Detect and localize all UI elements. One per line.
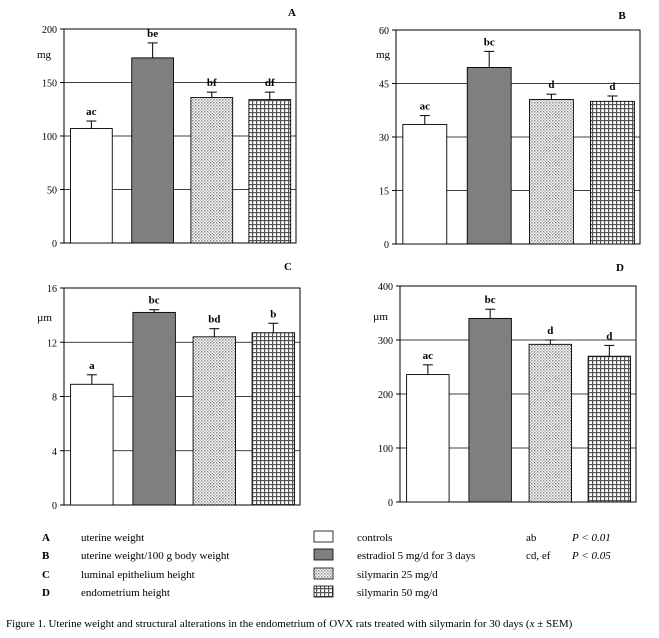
bar-label-a-1: be [147,28,158,40]
bar-d-3 [587,355,632,503]
caption-x: x [529,618,535,630]
bar-label-c-2: bd [208,314,220,326]
bar-c-1 [132,311,176,506]
y-tick-label-d-1: 100 [378,444,393,455]
bar-d-2 [528,343,573,503]
bar-c-2 [192,336,237,506]
y-tick-label-b-0: 0 [384,240,389,251]
legend-swatch-estradiol [313,548,334,561]
bar-label-a-0: ac [86,106,97,118]
bar-b-0 [402,124,448,245]
legend-letter-d: D [42,587,50,599]
chart-panels: 0 50 100 150 200 mg Aac be bf df 0 15 30 45 60 mg Bac bc d… [37,7,641,512]
legend-text-b: uterine weight/100 g body weight [81,550,229,562]
y-tick-label-c-0: 0 [52,501,57,512]
bar-label-d-1: bc [485,294,496,306]
panel-c: 0 4 8 12 16 µm Ca bc bd b [37,261,301,512]
y-tick-label-b-2: 30 [379,133,389,144]
bar-label-a-3: df [265,77,275,89]
significance-p-1: P < 0.01 [571,532,611,544]
panel-a: 0 50 100 150 200 mg Aac be bf df [37,7,297,250]
bar-c-0 [70,383,114,506]
bar-label-c-0: a [89,360,95,372]
panel-d: 0 100 200 300 400 µm Dac bc d d [373,262,637,509]
bar-a-0 [70,128,113,244]
legend-group-silymarin-25: silymarin 25 mg/d [357,569,438,581]
bar-label-b-1: bc [484,36,495,48]
y-tick-label-b-1: 15 [379,187,389,198]
bar-a-2 [190,97,234,244]
significance-codes-1: ab [526,532,537,544]
y-tick-label-d-3: 300 [378,336,393,347]
panel-letter-d: D [616,262,624,274]
y-tick-label-a-1: 50 [47,186,57,197]
legend: A uterine weight B uterine weight/100 g … [42,530,611,599]
y-axis-label-d: µm [373,311,388,323]
y-axis-label-c: µm [37,312,52,324]
panel-letter-c: C [284,261,292,273]
y-tick-label-a-0: 0 [52,239,57,250]
y-tick-label-c-2: 8 [52,393,57,404]
legend-swatch-controls [313,530,334,543]
bar-a-3 [248,99,292,244]
y-tick-label-d-2: 200 [378,390,393,401]
legend-group-silymarin-50: silymarin 50 mg/d [357,587,438,599]
y-tick-label-c-3: 12 [47,338,57,349]
legend-letter-a: A [42,532,50,544]
caption-main: Figure 1. Uterine weight and structural … [6,618,530,630]
bar-label-b-3: d [609,81,615,93]
caption-suffix: ± SEM) [534,618,572,630]
y-tick-label-a-4: 200 [42,25,57,36]
bar-b-1 [466,66,512,245]
legend-letter-c: C [42,569,50,581]
y-tick-label-d-0: 0 [388,498,393,509]
legend-significance: ab P < 0.01 cd, ef P < 0.05 [526,532,611,562]
bar-d-0 [406,374,450,503]
significance-codes-2: cd, ef [526,550,551,562]
bar-b-3 [590,100,635,245]
legend-text-a: uterine weight [81,532,144,544]
legend-letter-b: B [42,550,50,562]
bar-label-d-2: d [547,325,553,337]
bar-d-1 [468,317,512,503]
y-tick-label-c-4: 16 [47,284,57,295]
bar-label-b-0: ac [420,101,431,113]
legend-swatch-silymarin-50 [313,585,334,598]
legend-text-c: luminal epithelium height [81,569,195,581]
y-axis-label-a: mg [37,49,52,61]
bar-label-b-2: d [548,79,554,91]
bar-label-a-2: bf [207,77,217,89]
y-tick-label-c-1: 4 [52,447,57,458]
y-tick-label-a-3: 150 [42,79,57,90]
bar-label-c-1: bc [149,295,160,307]
legend-group-estradiol: estradiol 5 mg/d for 3 days [357,550,475,562]
significance-p-2: P < 0.05 [571,550,611,562]
figure-caption: Figure 1. Uterine weight and structural … [6,618,573,630]
bar-label-d-3: d [606,330,612,342]
y-tick-label-d-4: 400 [378,282,393,293]
bar-c-3 [251,332,296,506]
y-tick-label-b-3: 45 [379,80,389,91]
bar-a-1 [131,57,174,244]
y-axis-label-b: mg [376,49,391,61]
bar-label-c-3: b [270,308,276,320]
y-tick-label-b-4: 60 [379,26,389,37]
legend-panel-key: A uterine weight B uterine weight/100 g … [42,532,229,599]
legend-text-d: endometrium height [81,587,170,599]
panel-letter-a: A [288,7,296,19]
legend-groups: controls estradiol 5 mg/d for 3 days sil… [313,530,475,599]
panel-letter-b: B [618,10,626,22]
panel-b: 0 15 30 45 60 mg Bac bc d d [376,10,641,251]
y-tick-label-a-2: 100 [42,132,57,143]
bar-label-d-0: ac [423,350,434,362]
bar-b-2 [529,99,574,245]
legend-swatch-silymarin-25 [313,567,334,580]
legend-group-controls: controls [357,532,392,544]
